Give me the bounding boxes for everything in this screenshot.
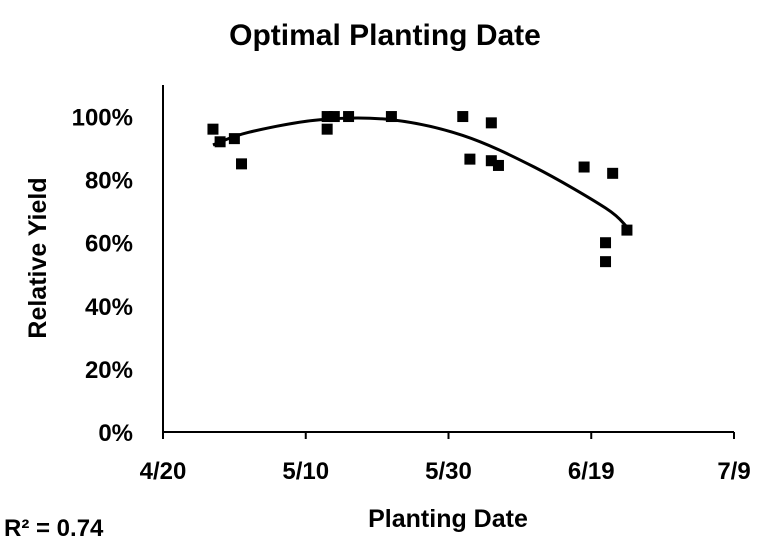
data-points — [207, 111, 633, 268]
data-point — [214, 136, 226, 148]
x-tick-label: 5/10 — [282, 458, 329, 485]
y-tick-label: 0% — [98, 420, 133, 447]
x-axis-label: Planting Date — [368, 505, 528, 533]
x-tick-label: 4/20 — [140, 458, 187, 485]
data-point — [321, 123, 333, 135]
data-point — [385, 111, 397, 123]
y-tick-label: 20% — [85, 357, 133, 384]
x-tick-label: 7/9 — [717, 458, 750, 485]
data-point — [621, 224, 633, 236]
r-squared-label: R² = 0.74 — [4, 515, 104, 542]
x-tick-label: 5/30 — [425, 458, 472, 485]
x-axis-ticks: 4/20 5/10 5/30 6/19 7/9 — [140, 432, 751, 485]
data-point — [236, 158, 248, 170]
data-point — [492, 159, 504, 171]
y-tick-label: 40% — [85, 294, 133, 321]
y-axis-label: Relative Yield — [24, 177, 52, 338]
data-point — [457, 111, 469, 123]
data-point — [328, 111, 340, 123]
data-point — [485, 155, 497, 167]
data-point — [600, 237, 612, 249]
y-tick-label: 100% — [72, 105, 133, 132]
data-point — [607, 167, 619, 179]
x-tick-label: 6/19 — [568, 458, 615, 485]
data-point — [578, 161, 590, 173]
y-axis-ticks: 0% 20% 40% 60% 80% 100% — [72, 105, 133, 447]
data-point — [485, 117, 497, 129]
chart-title: Optimal Planting Date — [229, 19, 541, 52]
trendline — [212, 116, 628, 229]
y-tick-label: 60% — [85, 231, 133, 258]
data-point — [343, 111, 355, 123]
data-point — [321, 111, 333, 123]
data-point — [600, 256, 612, 268]
y-tick-label: 80% — [85, 168, 133, 195]
data-point — [228, 133, 240, 145]
data-point — [207, 123, 219, 135]
data-point — [464, 153, 476, 165]
